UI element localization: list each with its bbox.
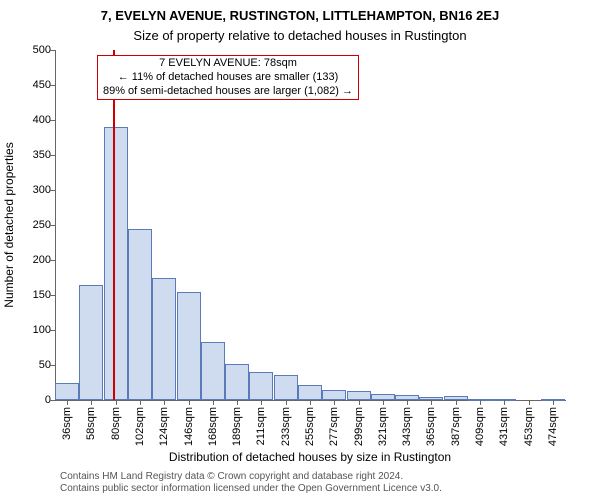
annotation-line: 7 EVELYN AVENUE: 78sqm xyxy=(100,57,356,71)
x-tick-label: 80sqm xyxy=(110,407,122,440)
x-axis-label: Distribution of detached houses by size … xyxy=(55,450,565,464)
histogram-bar xyxy=(128,229,152,401)
histogram-bar xyxy=(347,391,371,400)
x-tick-mark xyxy=(431,400,432,405)
histogram-bar xyxy=(298,385,322,400)
x-tick-mark xyxy=(407,400,408,405)
footer-text: Contains HM Land Registry data © Crown c… xyxy=(60,471,442,495)
x-tick-mark xyxy=(480,400,481,405)
x-tick-label: 321sqm xyxy=(377,407,389,446)
x-tick-mark xyxy=(529,400,530,405)
footer-line-2: Contains public sector information licen… xyxy=(60,483,442,495)
y-tick-label: 300 xyxy=(18,184,51,196)
histogram-bar xyxy=(55,383,79,401)
y-tick-mark xyxy=(50,155,55,156)
y-tick-label: 100 xyxy=(18,324,51,336)
x-tick-mark xyxy=(310,400,311,405)
x-tick-label: 255sqm xyxy=(304,407,316,446)
x-tick-mark xyxy=(334,400,335,405)
y-tick-mark xyxy=(50,190,55,191)
x-tick-mark xyxy=(286,400,287,405)
y-tick-label: 450 xyxy=(18,79,51,91)
x-tick-mark xyxy=(261,400,262,405)
y-tick-mark xyxy=(50,85,55,86)
annotation-line: 89% of semi-detached houses are larger (… xyxy=(100,85,356,99)
y-tick-label: 400 xyxy=(18,114,51,126)
x-tick-label: 365sqm xyxy=(425,407,437,446)
footer-line-1: Contains HM Land Registry data © Crown c… xyxy=(60,471,442,483)
annotation-box: 7 EVELYN AVENUE: 78sqm← 11% of detached … xyxy=(97,55,359,100)
x-tick-label: 36sqm xyxy=(61,407,73,440)
y-tick-label: 200 xyxy=(18,254,51,266)
x-tick-label: 277sqm xyxy=(328,407,340,446)
x-tick-mark xyxy=(359,400,360,405)
x-tick-label: 387sqm xyxy=(450,407,462,446)
x-tick-label: 146sqm xyxy=(183,407,195,446)
x-tick-label: 233sqm xyxy=(280,407,292,446)
histogram-bar xyxy=(177,292,201,401)
y-tick-label: 250 xyxy=(18,219,51,231)
x-tick-mark xyxy=(504,400,505,405)
x-tick-mark xyxy=(213,400,214,405)
property-marker-line xyxy=(113,50,115,400)
sub-title: Size of property relative to detached ho… xyxy=(0,28,600,43)
x-tick-mark xyxy=(189,400,190,405)
x-tick-mark xyxy=(140,400,141,405)
x-tick-mark xyxy=(164,400,165,405)
annotation-line: ← 11% of detached houses are smaller (13… xyxy=(100,71,356,85)
x-tick-mark xyxy=(383,400,384,405)
x-tick-label: 409sqm xyxy=(474,407,486,446)
x-tick-label: 58sqm xyxy=(85,407,97,440)
x-tick-label: 474sqm xyxy=(547,407,559,446)
x-tick-mark xyxy=(237,400,238,405)
histogram-bar xyxy=(152,278,176,401)
histogram-bar xyxy=(104,127,128,400)
x-tick-mark xyxy=(553,400,554,405)
histogram-bar xyxy=(225,364,249,400)
y-tick-label: 0 xyxy=(18,394,51,406)
x-tick-label: 211sqm xyxy=(255,407,267,445)
x-tick-mark xyxy=(67,400,68,405)
x-tick-label: 102sqm xyxy=(134,407,146,446)
x-tick-label: 431sqm xyxy=(498,407,510,446)
histogram-bar xyxy=(201,342,225,400)
x-tick-mark xyxy=(456,400,457,405)
y-tick-mark xyxy=(50,330,55,331)
x-tick-mark xyxy=(91,400,92,405)
y-tick-mark xyxy=(50,260,55,261)
x-tick-label: 189sqm xyxy=(231,407,243,446)
y-tick-mark xyxy=(50,295,55,296)
main-title: 7, EVELYN AVENUE, RUSTINGTON, LITTLEHAMP… xyxy=(0,8,600,23)
x-tick-label: 124sqm xyxy=(158,407,170,446)
x-tick-label: 168sqm xyxy=(207,407,219,446)
histogram-bar xyxy=(79,285,103,401)
y-tick-label: 350 xyxy=(18,149,51,161)
x-tick-mark xyxy=(116,400,117,405)
histogram-bar xyxy=(322,390,346,401)
x-tick-label: 299sqm xyxy=(353,407,365,446)
x-tick-label: 453sqm xyxy=(523,407,535,446)
y-tick-label: 500 xyxy=(18,44,51,56)
y-tick-mark xyxy=(50,225,55,226)
y-tick-label: 150 xyxy=(18,289,51,301)
histogram-bar xyxy=(249,372,273,400)
histogram-bar xyxy=(274,375,298,400)
y-tick-mark xyxy=(50,400,55,401)
y-tick-mark xyxy=(50,365,55,366)
x-tick-label: 343sqm xyxy=(401,407,413,446)
y-tick-mark xyxy=(50,50,55,51)
y-tick-mark xyxy=(50,120,55,121)
y-tick-label: 50 xyxy=(18,359,51,371)
chart-container: 7, EVELYN AVENUE, RUSTINGTON, LITTLEHAMP… xyxy=(0,0,600,500)
